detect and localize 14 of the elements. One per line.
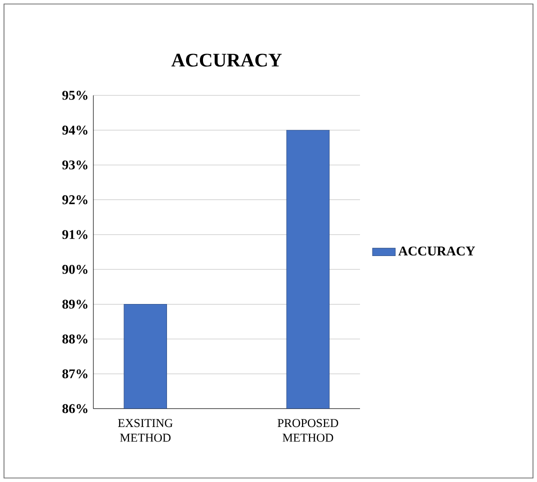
y-tick-label: 90% (62, 264, 88, 274)
y-tick-label: 94% (62, 126, 88, 135)
y-tick-label: 89% (62, 300, 88, 309)
x-tick-label: EXSITING METHOD (118, 419, 173, 442)
chart-title: ACCURACY (171, 54, 282, 67)
y-tick-label: 86% (62, 404, 88, 414)
y-tick-label: 93% (62, 160, 88, 170)
x-tick-label: PROPOSED METHOD (278, 419, 338, 442)
y-tick-label: 91% (62, 230, 88, 240)
legend-label: ACCURACY (398, 246, 475, 256)
y-tick-label: 87% (62, 369, 88, 378)
y-tick-label: 95% (62, 90, 88, 100)
y-tick-label: 88% (62, 334, 88, 344)
y-tick-label: 92% (62, 195, 88, 204)
